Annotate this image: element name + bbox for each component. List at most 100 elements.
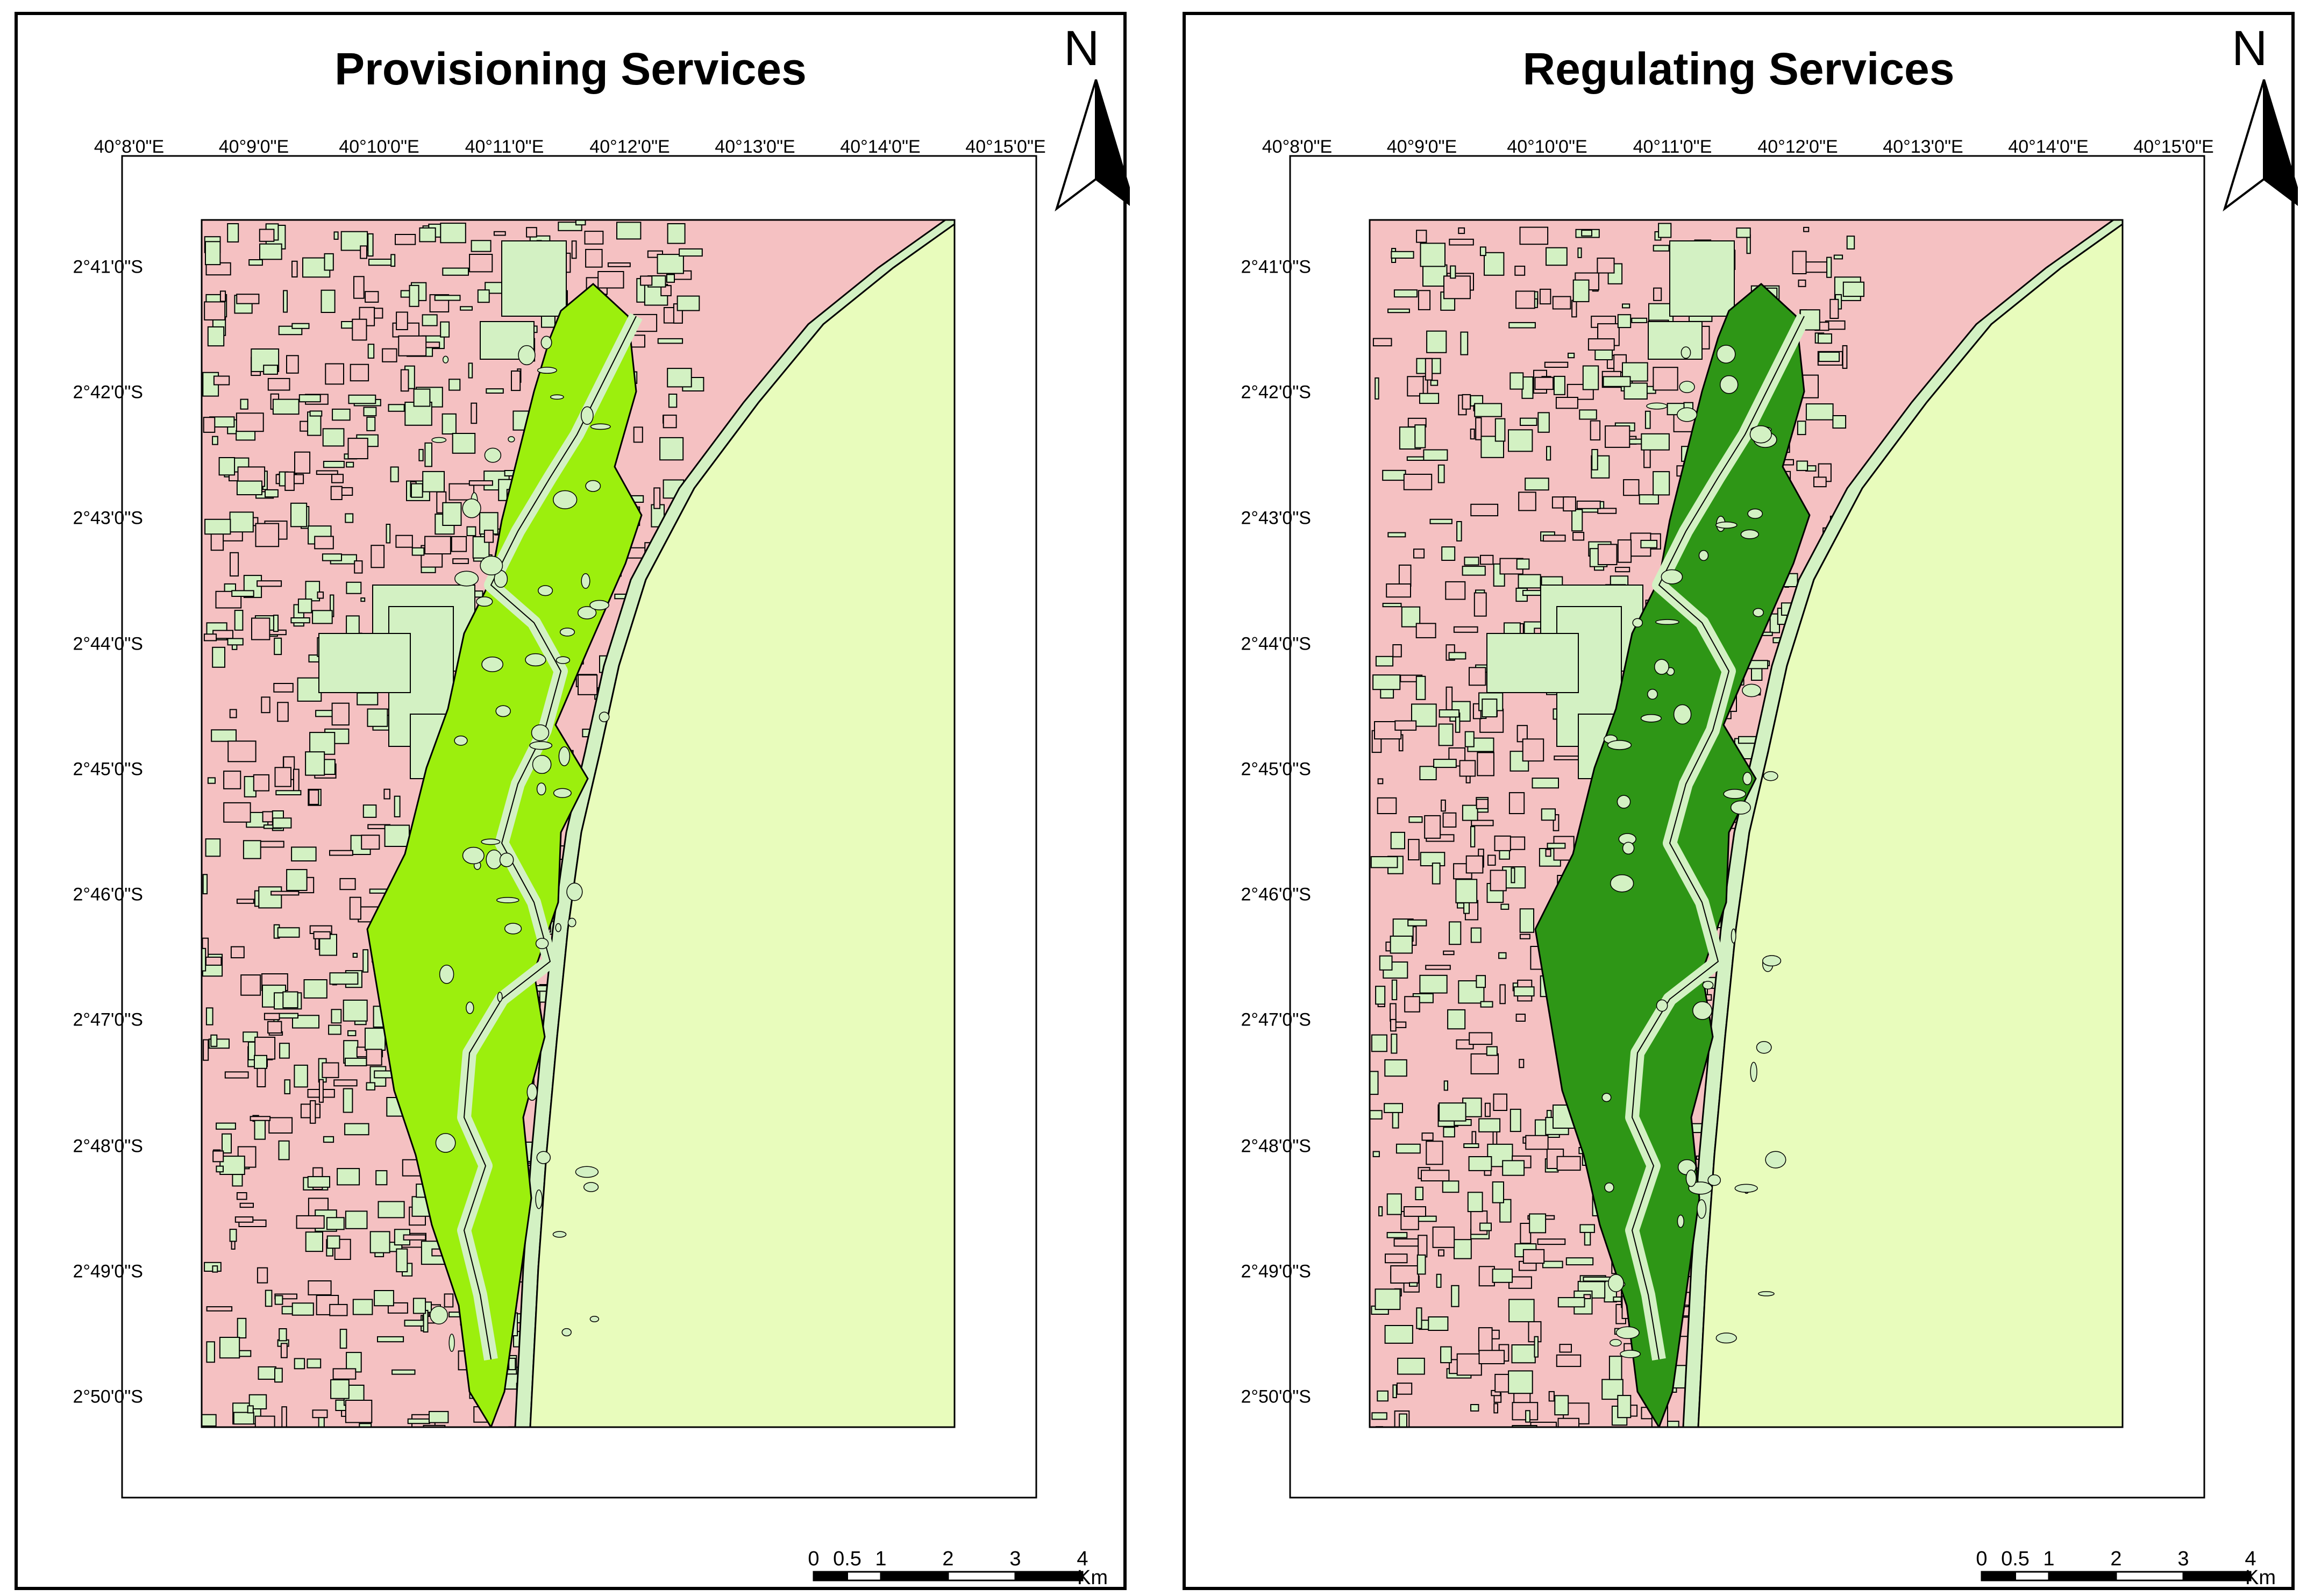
land-patch [263, 365, 279, 375]
settlement-block [501, 240, 567, 317]
land-patch [1546, 1110, 1552, 1118]
land-patch [240, 398, 248, 410]
land-patch [666, 274, 675, 283]
land-patch [230, 946, 245, 959]
land-patch [1446, 686, 1453, 710]
land-patch [280, 1343, 288, 1358]
land-patch [1414, 424, 1426, 448]
land-patch [1462, 394, 1471, 410]
land-patch [422, 471, 445, 493]
land-patch [1421, 1132, 1434, 1141]
data-extent-border [1369, 219, 2124, 1428]
land-patch [391, 1369, 416, 1375]
mangrove-gap [1607, 740, 1632, 750]
land-patch [1456, 521, 1462, 542]
land-patch [1384, 1059, 1407, 1077]
latitude-label: 2°48'0"S [1241, 1136, 1311, 1157]
land-patch [202, 1414, 217, 1427]
land-patch [1409, 1282, 1418, 1287]
land-patch [257, 840, 284, 848]
land-patch [1390, 1003, 1397, 1022]
land-patch [653, 487, 661, 509]
land-patch [1509, 372, 1524, 390]
land-patch [1425, 358, 1433, 381]
land-patch [308, 789, 319, 805]
land-patch [1525, 1410, 1530, 1423]
land-patch [1478, 1266, 1495, 1287]
land-patch [668, 394, 678, 408]
mangrove-gap [1673, 704, 1692, 725]
land-patch [483, 530, 494, 543]
mangrove-gap [1707, 1174, 1721, 1186]
land-patch [264, 1013, 280, 1021]
latitude-label: 2°49'0"S [1241, 1261, 1311, 1282]
land-patch [330, 1379, 350, 1399]
land-patch [229, 709, 237, 718]
land-patch [1582, 365, 1599, 390]
longitude-label: 40°9'0"E [1386, 137, 1457, 157]
land-patch [1500, 903, 1509, 910]
land-patch [255, 523, 280, 547]
mangrove-gap [476, 596, 493, 607]
land-patch [471, 240, 492, 252]
land-patch [1404, 1206, 1426, 1217]
land-patch [365, 291, 379, 303]
land-patch [396, 1248, 408, 1273]
land-patch [1554, 1395, 1569, 1416]
land-patch [1492, 1269, 1513, 1283]
mangrove-gap [508, 436, 515, 443]
data-extent-border [201, 219, 956, 1428]
mangrove-gap [462, 498, 481, 518]
land-patch [1518, 491, 1536, 511]
longitude-label: 40°15'0"E [2133, 137, 2214, 157]
land-patch [229, 511, 254, 533]
land-patch [1579, 1224, 1595, 1233]
land-patch [216, 1122, 236, 1130]
land-patch [367, 344, 375, 359]
land-patch [1557, 1417, 1579, 1427]
land-patch [1813, 476, 1827, 488]
land-patch [1508, 1299, 1535, 1322]
land-patch [1572, 532, 1585, 541]
mangrove-gap [1677, 1214, 1684, 1228]
land-patch [1408, 816, 1423, 823]
land-patch [1416, 1254, 1426, 1275]
land-patch [440, 223, 466, 244]
land-patch [1474, 403, 1503, 417]
land-patch [1375, 986, 1386, 1005]
longitude-label: 40°8'0"E [1262, 137, 1333, 157]
mangrove-gap [466, 1001, 474, 1014]
land-patch [284, 1079, 291, 1094]
land-patch [366, 1049, 382, 1066]
land-patch [1542, 1260, 1563, 1269]
land-patch [207, 326, 225, 347]
land-patch [1508, 322, 1536, 329]
land-patch [1803, 226, 1810, 232]
land-patch [236, 430, 256, 441]
land-patch [366, 1082, 375, 1091]
land-patch [1449, 238, 1474, 246]
mangrove-gap [1647, 689, 1658, 700]
land-patch [316, 470, 338, 475]
land-patch [314, 536, 334, 550]
land-patch [294, 1358, 305, 1370]
land-patch [210, 1034, 218, 1047]
land-patch [212, 646, 226, 668]
land-patch [640, 275, 653, 286]
land-patch [1516, 558, 1530, 570]
land-patch [1407, 919, 1427, 927]
mangrove-gap [558, 746, 571, 766]
land-patch [404, 1320, 424, 1327]
land-patch [1430, 380, 1439, 386]
land-patch [293, 768, 300, 793]
land-patch [1522, 1249, 1545, 1264]
land-patch [329, 1303, 348, 1316]
land-patch [1572, 279, 1590, 302]
land-patch [1419, 766, 1437, 781]
land-patch [1437, 464, 1445, 483]
land-patch [347, 438, 368, 459]
land-patch [1653, 245, 1670, 252]
land-patch [1544, 361, 1569, 368]
land-patch [1464, 731, 1475, 747]
scale-bar-unit: Km [1077, 1566, 1108, 1589]
